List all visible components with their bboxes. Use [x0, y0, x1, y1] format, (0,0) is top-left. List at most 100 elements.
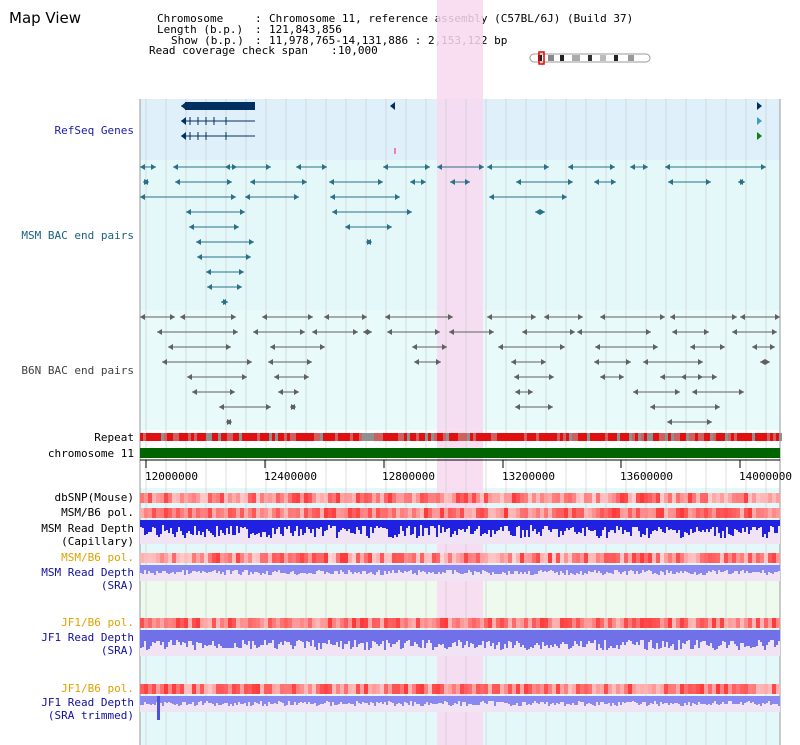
depth-bar	[552, 696, 554, 703]
depth-bar	[682, 565, 684, 573]
track-label-dbsnp[interactable]: dbSNP(Mouse)	[54, 491, 134, 504]
depth-bar	[152, 520, 154, 527]
depth-bar	[274, 520, 276, 534]
polymorphism-cell	[496, 553, 500, 563]
repeat-block	[215, 433, 218, 441]
polymorphism-cell	[560, 508, 564, 518]
track-label-jf1-b6-pol-2[interactable]: JF1/B6 pol.	[61, 682, 134, 695]
track-label-chromosome[interactable]: chromosome 11	[47, 447, 134, 460]
track-label-msm-bac[interactable]: MSM BAC end pairs	[21, 229, 134, 242]
track-label-msm-depth-sra[interactable]: MSM Read Depth	[41, 566, 134, 579]
polymorphism-cell	[528, 684, 532, 694]
depth-bar	[504, 565, 506, 573]
depth-bar	[190, 520, 192, 534]
polymorphism-cell	[148, 493, 152, 503]
depth-bar	[406, 565, 408, 572]
msm-bac-end-marker	[367, 239, 372, 245]
depth-bar	[464, 565, 466, 573]
depth-bar	[374, 630, 376, 642]
depth-bar	[286, 520, 288, 529]
depth-bar	[744, 696, 746, 703]
polymorphism-cell	[372, 553, 376, 563]
repeat-block	[515, 433, 518, 441]
polymorphism-cell	[400, 508, 404, 518]
depth-bar	[514, 520, 516, 536]
depth-bar	[730, 696, 732, 701]
depth-bar	[664, 696, 666, 703]
polymorphism-cell	[344, 493, 348, 503]
depth-bar	[518, 565, 520, 574]
track-label-refseq[interactable]: RefSeq Genes	[54, 124, 134, 137]
gene-exon	[185, 102, 255, 110]
repeat-block	[458, 433, 461, 441]
track-label-repeat[interactable]: Repeat	[94, 431, 134, 444]
b6n-bac-end-marker	[498, 344, 503, 350]
depth-bar	[512, 520, 514, 536]
polymorphism-cell	[544, 493, 548, 503]
repeat-block	[650, 433, 653, 441]
length-value: 121,843,856	[269, 23, 342, 36]
depth-bar	[380, 696, 382, 702]
track-label-msm-depth-capillary[interactable]: MSM Read Depth	[41, 522, 134, 535]
depth-bar	[412, 520, 414, 534]
depth-bar	[476, 565, 478, 572]
polymorphism-cell	[164, 508, 168, 518]
depth-bar	[674, 520, 676, 530]
repeat-block	[713, 433, 716, 441]
polymorphism-cell	[344, 508, 348, 518]
depth-bar	[640, 630, 642, 640]
depth-bar	[590, 565, 592, 572]
depth-bar	[370, 630, 372, 648]
depth-bar	[198, 696, 200, 702]
depth-bar	[546, 565, 548, 572]
depth-bar	[358, 630, 360, 644]
depth-bar	[458, 565, 460, 573]
track-label-msm-b6-pol-1[interactable]: MSM/B6 pol.	[61, 506, 134, 519]
repeat-block	[728, 433, 731, 441]
polymorphism-cell	[752, 684, 756, 694]
b6n-bac-end-marker	[412, 344, 417, 350]
polymorphism-cell	[544, 508, 548, 518]
polymorphism-cell	[772, 618, 776, 628]
repeat-block	[350, 433, 353, 441]
depth-bar	[564, 696, 566, 706]
depth-bar	[166, 565, 168, 573]
polymorphism-cell	[256, 618, 260, 628]
track-label-jf1-b6-pol-1[interactable]: JF1/B6 pol.	[61, 616, 134, 629]
depth-bar	[474, 696, 476, 705]
depth-bar	[178, 520, 180, 527]
track-label-b6n-bac[interactable]: B6N BAC end pairs	[21, 364, 134, 377]
depth-bar	[512, 696, 514, 705]
depth-bar	[660, 696, 662, 702]
repeat-block	[710, 433, 713, 441]
depth-bar	[336, 630, 338, 642]
repeat-block	[518, 433, 521, 441]
polymorphism-cell	[388, 508, 392, 518]
depth-bar	[412, 565, 414, 574]
polymorphism-cell	[628, 493, 632, 503]
depth-bar	[150, 565, 152, 573]
depth-bar	[630, 630, 632, 641]
polymorphism-cell	[428, 508, 432, 518]
depth-bar	[626, 520, 628, 532]
depth-bar	[668, 520, 670, 530]
track-label-msm-b6-pol-2[interactable]: MSM/B6 pol.	[61, 551, 134, 564]
depth-bar	[766, 630, 768, 645]
depth-bar	[454, 630, 456, 642]
depth-bar	[412, 630, 414, 646]
track-label-jf1-depth-sra[interactable]: JF1 Read Depth	[41, 631, 134, 644]
length-label: Length (b.p.)	[157, 23, 244, 36]
depth-bar	[208, 630, 210, 645]
polymorphism-cell	[568, 553, 572, 563]
depth-bar	[556, 565, 558, 572]
b6n-bac-end-marker	[549, 374, 554, 380]
repeat-block	[542, 433, 545, 441]
polymorphism-cell	[640, 684, 644, 694]
polymorphism-cell	[736, 618, 740, 628]
depth-bar	[606, 630, 608, 650]
track-label-jf1-depth-trimmed[interactable]: JF1 Read Depth	[41, 696, 134, 709]
depth-bar	[232, 565, 234, 571]
depth-bar	[166, 630, 168, 647]
polymorphism-cell	[464, 553, 468, 563]
